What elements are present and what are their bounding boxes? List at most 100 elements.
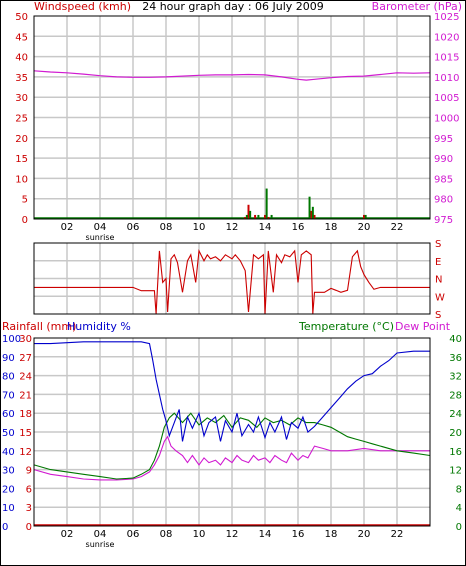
- temperature-tick-label: 12: [449, 466, 462, 477]
- bot-border: [33, 337, 431, 527]
- dewpoint-axis-title: Dew Point: [395, 320, 451, 333]
- wind-barometer-panel: 0510152025303540455097598098599099510001…: [15, 12, 459, 242]
- top-x-tick-label: 22: [391, 222, 404, 233]
- windspeed-tick-label: 0: [22, 215, 28, 226]
- humidity-tick-label: 100: [2, 334, 21, 345]
- humidity-tick-label: 0: [2, 522, 8, 533]
- top-x-tick-label: 10: [193, 222, 206, 233]
- humidity-line: [34, 341, 430, 442]
- temperature-tick-label: 4: [456, 503, 462, 514]
- humidity-tick-label: 90: [2, 353, 15, 364]
- windspeed-tick-label: 35: [15, 73, 28, 84]
- top-x-tick-label: 14: [259, 222, 272, 233]
- humidity-tick-label: 40: [2, 447, 15, 458]
- temperature-tick-label: 32: [449, 372, 462, 383]
- barometer-tick-label: 1005: [434, 93, 459, 104]
- temperature-tick-label: 36: [449, 353, 462, 364]
- barometer-tick-label: 990: [434, 154, 453, 165]
- barometer-tick-label: 975: [434, 215, 453, 226]
- windspeed-tick-label: 30: [15, 93, 28, 104]
- temperature-tick-label: 24: [449, 409, 462, 420]
- barometer-tick-label: 1015: [434, 53, 459, 64]
- top-x-tick-label: 16: [292, 222, 305, 233]
- temperature-line: [33, 412, 431, 480]
- rainfall-tick-label: 30: [19, 334, 32, 345]
- windspeed-tick-label: 10: [15, 174, 28, 185]
- bot-x-tick-label: 22: [391, 529, 404, 540]
- humidity-tick-label: 30: [2, 466, 15, 477]
- temperature-tick-label: 20: [449, 428, 462, 439]
- bot-x-tick-label: 20: [358, 529, 371, 540]
- humidity-tick-label: 20: [2, 484, 15, 495]
- direction-label: E: [435, 257, 441, 268]
- top-x-tick-label: 08: [160, 222, 173, 233]
- bot-x-tick-label: 08: [160, 529, 173, 540]
- humidity-axis-title: Humidity %: [67, 320, 131, 333]
- rainfall-tick-label: 18: [19, 409, 32, 420]
- temperature-tick-label: 16: [449, 447, 462, 458]
- humidity-tick-label: 10: [2, 503, 15, 514]
- direction-label: S: [435, 310, 441, 321]
- top-sunrise-label: sunrise: [86, 233, 115, 242]
- mid-border: [33, 242, 431, 315]
- temperature-tick-label: 0: [456, 522, 462, 533]
- rainfall-tick-label: 21: [19, 390, 32, 401]
- top-x-tick-label: 04: [94, 222, 107, 233]
- windspeed-tick-label: 5: [22, 195, 28, 206]
- top-x-tick-label: 06: [127, 222, 140, 233]
- windspeed-tick-label: 40: [15, 53, 28, 64]
- top-border: [33, 15, 431, 220]
- barometer-axis-title: Barometer (hPa): [372, 0, 462, 13]
- windspeed-tick-label: 15: [15, 154, 28, 165]
- bot-x-tick-label: 16: [292, 529, 305, 540]
- temperature-tick-label: 28: [449, 390, 462, 401]
- windspeed-axis-title: Windspeed (kmh): [34, 0, 131, 13]
- barometer-tick-label: 1000: [434, 114, 459, 125]
- barometer-tick-label: 1010: [434, 73, 459, 84]
- windspeed-tick-label: 20: [15, 134, 28, 145]
- rainfall-tick-label: 15: [19, 428, 32, 439]
- barometer-line: [33, 70, 431, 81]
- humidity-tick-label: 50: [2, 428, 15, 439]
- direction-label: N: [435, 275, 442, 286]
- bot-x-tick-label: 14: [259, 529, 272, 540]
- barometer-tick-label: 995: [434, 134, 453, 145]
- bot-x-tick-label: 02: [61, 529, 74, 540]
- temperature-tick-label: 8: [456, 484, 462, 495]
- direction-label: W: [435, 292, 445, 303]
- rainfall-tick-label: 27: [19, 353, 32, 364]
- top-x-tick-label: 12: [226, 222, 239, 233]
- rainfall-axis-title: Rainfall (mm): [2, 320, 76, 333]
- graph-title: 24 hour graph day : 06 July 2009: [142, 0, 324, 13]
- humidity-tick-label: 60: [2, 409, 15, 420]
- windspeed-tick-label: 25: [15, 114, 28, 125]
- bot-x-tick-label: 04: [94, 529, 107, 540]
- top-x-tick-label: 20: [358, 222, 371, 233]
- top-x-tick-label: 02: [61, 222, 74, 233]
- rainfall-tick-label: 6: [26, 484, 32, 495]
- barometer-tick-label: 1020: [434, 32, 459, 43]
- wind-direction-line: [34, 248, 430, 315]
- bot-x-tick-label: 18: [325, 529, 338, 540]
- temperature-humidity-panel: 0102030405060708090100036912151821242730…: [2, 334, 462, 549]
- rainfall-tick-label: 9: [26, 466, 32, 477]
- bot-x-tick-label: 10: [193, 529, 206, 540]
- barometer-tick-label: 980: [434, 195, 453, 206]
- barometer-tick-label: 1025: [434, 12, 459, 23]
- bot-sunrise-label: sunrise: [86, 540, 115, 549]
- rainfall-tick-label: 0: [26, 522, 32, 533]
- bot-x-tick-label: 06: [127, 529, 140, 540]
- windspeed-tick-label: 50: [15, 12, 28, 23]
- direction-label: S: [435, 239, 441, 250]
- rainfall-tick-label: 24: [19, 372, 32, 383]
- windspeed-tick-label: 45: [15, 32, 28, 43]
- bot-x-tick-label: 12: [226, 529, 239, 540]
- barometer-tick-label: 985: [434, 174, 453, 185]
- rainfall-tick-label: 12: [19, 447, 32, 458]
- humidity-tick-label: 70: [2, 390, 15, 401]
- temperature-tick-label: 40: [449, 334, 462, 345]
- dewpoint-line: [33, 435, 430, 481]
- humidity-tick-label: 80: [2, 372, 15, 383]
